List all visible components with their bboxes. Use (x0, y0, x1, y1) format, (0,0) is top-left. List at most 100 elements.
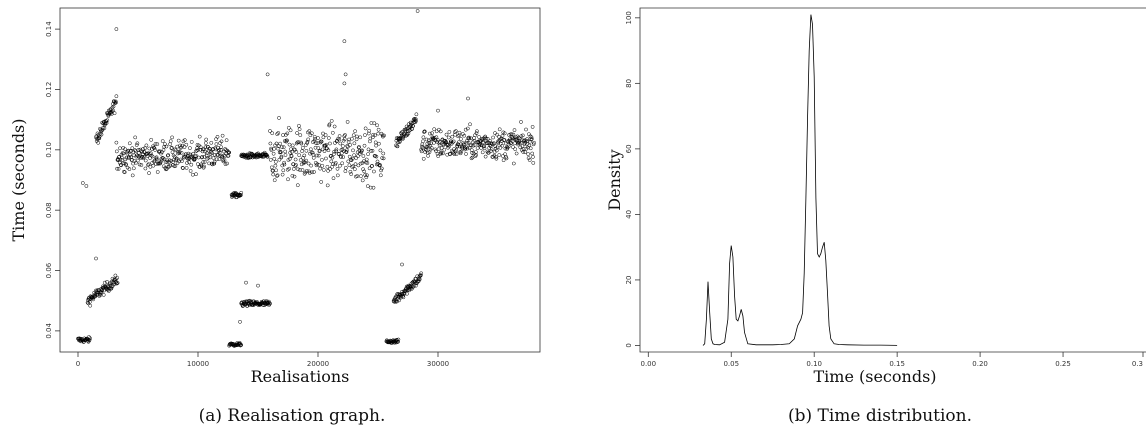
data-point (307, 129, 312, 133)
data-point (265, 154, 270, 159)
data-point (457, 133, 462, 138)
data-point (112, 111, 117, 116)
data-point (399, 295, 403, 300)
data-point (352, 167, 357, 172)
data-point (338, 141, 343, 146)
data-point (407, 124, 411, 129)
x-tick-label: 0.05 (723, 360, 739, 368)
data-point (368, 185, 373, 190)
data-point (328, 141, 332, 146)
data-point (209, 161, 214, 166)
data-point (439, 151, 444, 155)
data-point (152, 159, 156, 164)
data-point (376, 131, 381, 136)
time-distribution-graph: 0.00 0.05 0.10 0.15 0.20 0.25 0.3 0 20 40 60 80 100 T… (605, 7, 1146, 426)
data-point (303, 160, 307, 165)
caption-a: (a) Realisation graph. (199, 406, 386, 426)
data-point (374, 154, 379, 159)
caption-b: (b) Time distribution. (788, 406, 972, 426)
data-point (304, 148, 309, 153)
data-point (201, 160, 206, 164)
data-point (187, 160, 192, 165)
data-point (101, 126, 105, 130)
data-point (265, 154, 270, 159)
data-point (306, 161, 311, 166)
data-point (367, 166, 372, 171)
data-point (510, 134, 515, 139)
data-point (378, 163, 382, 167)
data-point (379, 166, 384, 171)
data-point (379, 168, 383, 173)
data-point (272, 156, 277, 161)
data-point (350, 156, 355, 161)
data-point (511, 161, 516, 166)
x-tick-label: 0.25 (1055, 360, 1071, 368)
data-point (274, 168, 278, 173)
data-point (312, 134, 317, 139)
data-point (360, 148, 364, 153)
data-point (528, 139, 532, 144)
data-point (445, 142, 449, 147)
data-point (436, 147, 441, 151)
data-point (270, 168, 275, 173)
data-point (287, 166, 291, 171)
data-point (426, 138, 431, 143)
scatter-points (76, 9, 536, 348)
data-point (319, 180, 324, 184)
data-point (173, 147, 177, 152)
data-point (127, 141, 132, 146)
data-point (190, 172, 195, 177)
y-tick-label: 0.04 (45, 323, 53, 339)
data-point (268, 141, 273, 146)
data-point (489, 149, 493, 153)
data-point (531, 161, 536, 165)
data-point (446, 142, 451, 147)
data-point (212, 159, 217, 164)
data-point (459, 149, 464, 154)
data-point (434, 129, 439, 134)
data-point (442, 147, 447, 152)
outlier-point (256, 283, 260, 288)
data-point (451, 139, 456, 144)
data-point (513, 147, 518, 152)
data-point (121, 151, 126, 156)
data-point (453, 132, 458, 137)
data-point (105, 279, 109, 284)
data-point (182, 138, 187, 142)
data-point (494, 156, 499, 161)
data-point (314, 163, 319, 168)
data-point (361, 167, 365, 172)
data-point (310, 150, 315, 155)
data-point (502, 138, 506, 143)
data-point (173, 164, 178, 168)
data-point (381, 151, 386, 156)
data-point (421, 156, 426, 161)
outlier-point (342, 81, 347, 86)
data-point (204, 137, 209, 142)
data-point (356, 154, 360, 158)
data-point (347, 163, 352, 168)
data-point (456, 140, 461, 145)
data-point (205, 151, 209, 156)
data-point (328, 167, 333, 171)
x-tick-label: 0.10 (806, 360, 822, 368)
data-point (303, 143, 308, 148)
x-tick-label: 0.20 (972, 360, 988, 368)
data-point (381, 156, 386, 161)
y-tick-label: 0 (625, 343, 633, 347)
data-point (491, 135, 495, 140)
data-point (501, 158, 506, 163)
data-point (355, 134, 359, 139)
data-point (529, 137, 533, 142)
data-point (280, 163, 285, 168)
data-point (154, 155, 159, 160)
data-point (178, 146, 183, 150)
data-point (413, 117, 418, 121)
data-point (520, 133, 525, 138)
data-point (457, 130, 462, 135)
data-point (337, 134, 342, 138)
data-point (207, 161, 211, 166)
data-point (525, 139, 530, 143)
data-point (205, 156, 210, 161)
data-point (450, 134, 455, 139)
